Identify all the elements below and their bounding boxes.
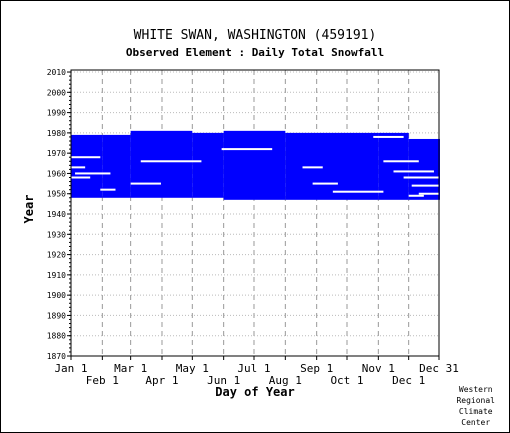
y-tick-label: 1950 bbox=[47, 190, 66, 199]
credit-line: Regional bbox=[456, 396, 495, 405]
x-tick-label-lower: Oct 1 bbox=[330, 374, 363, 387]
wrcc-credit: Western Regional Climate Center bbox=[456, 384, 495, 428]
y-tick-label: 1970 bbox=[47, 149, 66, 158]
missing-data-gap bbox=[393, 170, 434, 173]
x-tick-label-upper: Nov 1 bbox=[362, 362, 395, 375]
missing-data-gap bbox=[130, 182, 161, 185]
missing-data-gap bbox=[403, 176, 439, 179]
snowfall-data-block bbox=[192, 132, 224, 198]
x-tick-label-lower: Feb 1 bbox=[86, 374, 119, 387]
missing-data-gap bbox=[302, 166, 323, 169]
y-tick-label: 1900 bbox=[47, 291, 66, 300]
x-tick-label-lower: Aug 1 bbox=[269, 374, 302, 387]
snowfall-data-block bbox=[285, 132, 379, 200]
missing-data-gap bbox=[71, 166, 86, 169]
y-tick-label: 1930 bbox=[47, 230, 66, 239]
missing-data-gap bbox=[332, 190, 384, 193]
credit-line: Western bbox=[458, 385, 493, 394]
chart-title: WHITE SWAN, WASHINGTON (459191) bbox=[134, 28, 377, 43]
snowfall-data-block bbox=[378, 132, 409, 200]
snowfall-data-block bbox=[408, 138, 440, 200]
x-tick-label-lower: Dec 1 bbox=[392, 374, 425, 387]
y-tick-label: 1920 bbox=[47, 251, 66, 260]
x-tick-label-lower: Jun 1 bbox=[207, 374, 240, 387]
x-tick-label-upper: Dec 31 bbox=[419, 362, 459, 375]
y-tick-label: 1990 bbox=[47, 109, 66, 118]
missing-data-gap bbox=[411, 184, 439, 187]
x-tick-label-upper: May 1 bbox=[176, 362, 209, 375]
credit-line: Center bbox=[461, 418, 491, 427]
y-tick-label: 1910 bbox=[47, 271, 66, 280]
x-tick-label-upper: Sep 1 bbox=[300, 362, 333, 375]
x-tick-label-lower: Apr 1 bbox=[145, 374, 178, 387]
missing-data-gap bbox=[373, 135, 404, 138]
y-tick-label: 1980 bbox=[47, 129, 66, 138]
x-tick-label-upper: Jul 1 bbox=[237, 362, 270, 375]
y-tick-label: 2010 bbox=[47, 68, 66, 77]
missing-data-gap bbox=[71, 176, 91, 179]
missing-data-gap bbox=[312, 182, 338, 185]
snowfall-data-block bbox=[102, 134, 131, 198]
x-tick-label-upper: Mar 1 bbox=[114, 362, 147, 375]
missing-data-gap bbox=[100, 188, 116, 191]
missing-data-gap bbox=[221, 148, 273, 151]
snowfall-data-block bbox=[223, 130, 286, 200]
missing-data-gap bbox=[71, 156, 101, 159]
y-tick-label: 1890 bbox=[47, 311, 66, 320]
y-tick-label: 1880 bbox=[47, 332, 66, 341]
snowfall-data-block bbox=[130, 130, 193, 198]
y-tick-label: 2000 bbox=[47, 88, 66, 97]
missing-data-gap bbox=[75, 172, 111, 175]
credit-line: Climate bbox=[458, 407, 493, 416]
y-tick-label: 1960 bbox=[47, 169, 66, 178]
y-axis-label: Year bbox=[22, 195, 36, 224]
chart-subtitle: Observed Element : Daily Total Snowfall bbox=[126, 46, 384, 59]
y-tick-label: 1940 bbox=[47, 210, 66, 219]
missing-data-gap bbox=[418, 192, 439, 195]
y-tick-label: 1870 bbox=[47, 352, 66, 361]
missing-data-gap bbox=[140, 160, 202, 163]
x-axis-label: Day of Year bbox=[215, 385, 294, 399]
plot-border bbox=[70, 69, 440, 357]
missing-data-gap bbox=[408, 194, 424, 197]
missing-data-gap bbox=[383, 160, 419, 163]
x-tick-label-upper: Jan 1 bbox=[54, 362, 87, 375]
snowfall-data-block bbox=[71, 134, 103, 198]
